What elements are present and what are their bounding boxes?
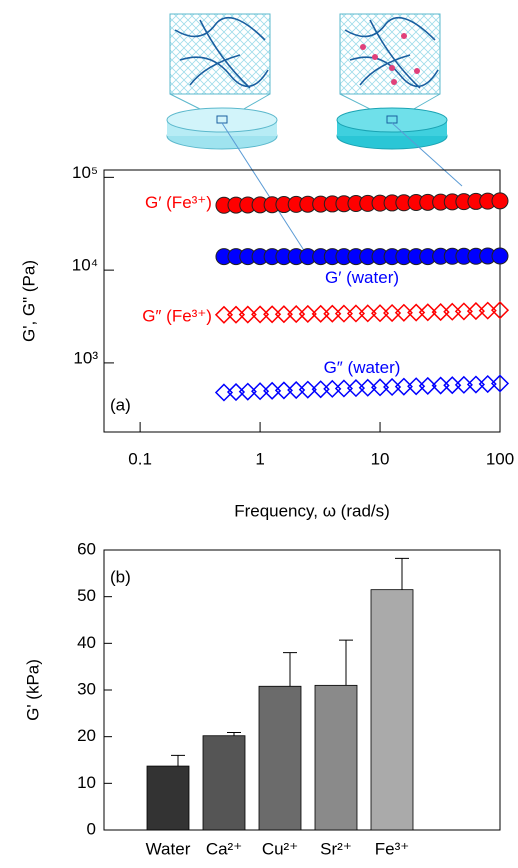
series-label: G″ (Fe³⁺) bbox=[142, 306, 212, 325]
y-axis-label: G' (kPa) bbox=[23, 659, 42, 721]
y-tick-label: 40 bbox=[77, 633, 96, 652]
x-tick-label: 100 bbox=[486, 449, 514, 468]
point bbox=[226, 305, 246, 324]
series-label: G″ (water) bbox=[324, 358, 401, 377]
error-bar bbox=[227, 731, 241, 736]
y-tick-label: 10⁵ bbox=[72, 163, 98, 182]
point bbox=[323, 304, 342, 323]
schematic bbox=[166, 13, 463, 253]
error-bar bbox=[339, 639, 353, 686]
bar bbox=[202, 735, 246, 831]
point bbox=[323, 379, 342, 398]
point bbox=[478, 374, 497, 394]
point bbox=[358, 304, 377, 323]
series-label: G′ (water) bbox=[325, 268, 399, 287]
y-tick-label: 50 bbox=[77, 586, 96, 605]
point bbox=[334, 304, 353, 323]
point bbox=[490, 301, 510, 320]
series bbox=[215, 247, 509, 266]
point bbox=[214, 383, 234, 402]
point bbox=[418, 303, 437, 322]
point bbox=[238, 305, 257, 324]
point bbox=[274, 381, 293, 400]
error-bar bbox=[171, 754, 185, 767]
point bbox=[407, 303, 426, 322]
bar bbox=[258, 685, 302, 831]
y-tick-label: 10 bbox=[77, 773, 96, 792]
x-tick-label: Ca²⁺ bbox=[206, 839, 242, 858]
point bbox=[454, 302, 473, 321]
point bbox=[226, 383, 246, 402]
x-tick-label: Water bbox=[146, 839, 191, 858]
y-tick-label: 60 bbox=[77, 539, 96, 558]
point bbox=[370, 304, 390, 323]
error-bar bbox=[395, 557, 409, 590]
point bbox=[214, 305, 234, 324]
x-tick-label: Fe³⁺ bbox=[375, 839, 409, 858]
bar bbox=[314, 684, 358, 831]
point bbox=[263, 305, 282, 324]
point bbox=[491, 247, 509, 265]
y-tick-label: 20 bbox=[77, 726, 96, 745]
x-tick-label: Cu²⁺ bbox=[262, 839, 298, 858]
point bbox=[454, 375, 473, 394]
point bbox=[251, 305, 270, 324]
series-label: G′ (Fe³⁺) bbox=[145, 193, 212, 212]
y-tick-label: 30 bbox=[77, 679, 96, 698]
point bbox=[346, 379, 366, 398]
point bbox=[383, 377, 402, 397]
plot-frame bbox=[103, 169, 501, 433]
disc-left bbox=[166, 107, 278, 133]
point bbox=[287, 305, 306, 324]
point bbox=[394, 303, 413, 322]
point bbox=[263, 381, 282, 400]
series bbox=[214, 301, 510, 324]
y-tick-label: 0 bbox=[87, 819, 96, 838]
series bbox=[214, 374, 510, 402]
x-tick-label: Sr²⁺ bbox=[320, 839, 352, 858]
point bbox=[274, 305, 293, 324]
y-tick-label: 10⁴ bbox=[72, 256, 98, 275]
point bbox=[466, 375, 485, 394]
bar bbox=[370, 589, 414, 831]
y-tick-label: 10³ bbox=[73, 348, 98, 367]
panel-label: (a) bbox=[110, 395, 131, 414]
point bbox=[443, 302, 462, 321]
point bbox=[443, 376, 462, 395]
point bbox=[490, 374, 510, 393]
x-tick-label: 10 bbox=[371, 449, 390, 468]
point bbox=[298, 304, 317, 324]
point bbox=[383, 303, 402, 323]
series bbox=[215, 192, 509, 214]
x-tick-label: 0.1 bbox=[128, 449, 152, 468]
point bbox=[394, 377, 413, 396]
disc-right bbox=[336, 107, 448, 133]
point bbox=[478, 301, 497, 320]
y-axis-label: G', G" (Pa) bbox=[19, 260, 38, 342]
point bbox=[418, 376, 437, 395]
point bbox=[298, 380, 317, 399]
bar bbox=[146, 765, 190, 831]
point bbox=[346, 304, 366, 323]
point bbox=[238, 382, 257, 401]
point bbox=[358, 378, 377, 397]
point bbox=[491, 192, 509, 210]
error-bar bbox=[283, 652, 297, 687]
x-axis-label: Frequency, ω (rad/s) bbox=[234, 501, 390, 520]
point bbox=[334, 379, 353, 398]
panel-label: (b) bbox=[110, 567, 131, 586]
x-tick-label: 1 bbox=[255, 449, 264, 468]
point bbox=[466, 302, 485, 321]
